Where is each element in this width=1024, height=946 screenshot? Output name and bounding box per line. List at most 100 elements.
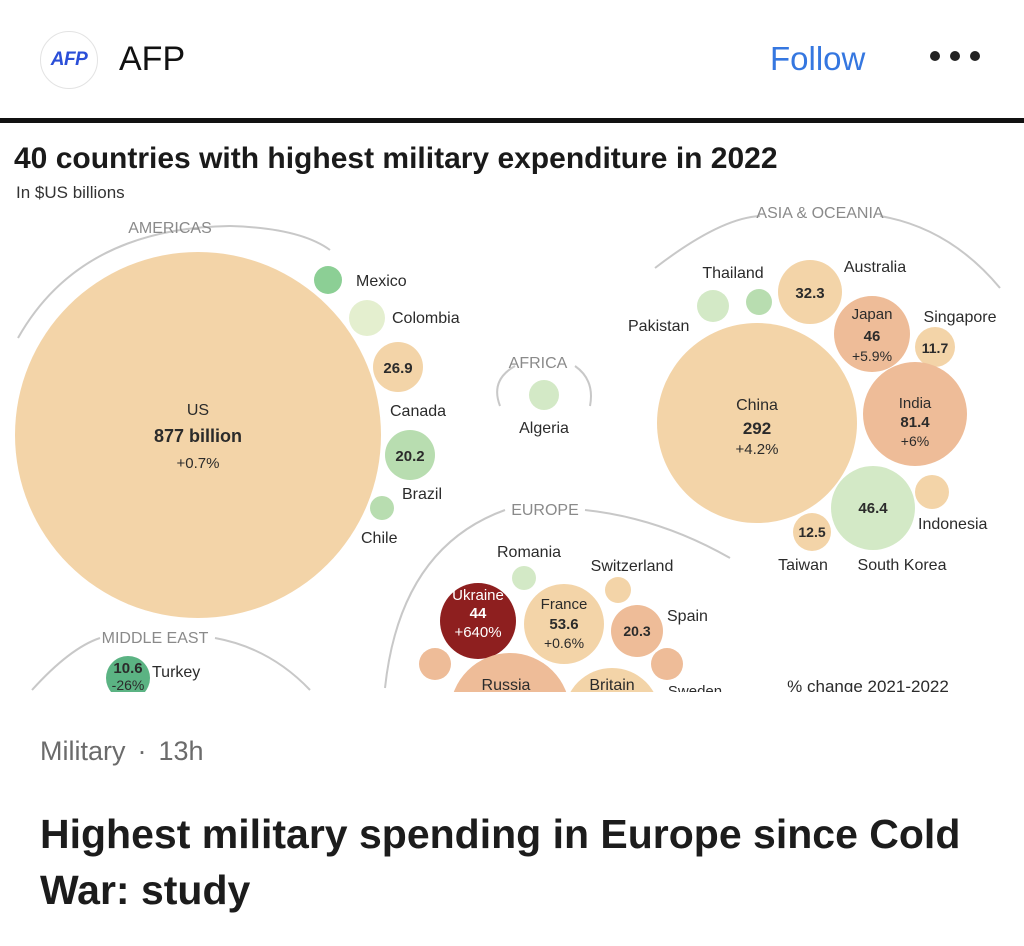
label-india-name: India — [899, 395, 932, 412]
label-thailand: Thailand — [702, 265, 763, 282]
bubble-sweden-neighbor — [651, 648, 683, 680]
label-algeria: Algeria — [519, 420, 569, 437]
label-japan-name: Japan — [852, 306, 893, 323]
label-ukraine-change: +640% — [454, 624, 501, 641]
label-india-change: +6% — [901, 433, 929, 449]
bubble-turkey — [106, 656, 150, 692]
label-south-korea: South Korea — [858, 557, 947, 574]
bubble-us — [15, 252, 381, 618]
asia-arc-left — [654, 215, 761, 269]
label-romania: Romania — [497, 544, 561, 561]
region-label-asia-oceania: ASIA & OCEANIA — [756, 205, 883, 222]
label-us-name: US — [187, 402, 209, 419]
bubble-pakistan — [697, 290, 729, 322]
americas-arc-right — [229, 225, 331, 251]
bubble-brazil — [385, 430, 435, 480]
bubble-france — [524, 584, 604, 664]
label-japan-change: +5.9% — [852, 348, 892, 364]
label-brazil-value: 20.2 — [395, 448, 424, 465]
bubble-ukraine — [440, 583, 516, 659]
bubble-singapore — [915, 327, 955, 367]
category-label[interactable]: Military — [40, 736, 126, 766]
article-headline[interactable]: Highest military spending in Europe sinc… — [40, 811, 961, 913]
label-south-korea-value: 46.4 — [858, 500, 888, 517]
bubble-thailand — [746, 289, 772, 315]
dot — [930, 51, 940, 61]
europe-arc-left — [384, 509, 506, 689]
label-pakistan: Pakistan — [628, 318, 689, 335]
label-france-change: +0.6% — [544, 635, 584, 651]
label-china-name: China — [736, 397, 778, 414]
label-turkey-change: -26% — [112, 677, 145, 692]
region-label-europe: EUROPE — [511, 502, 579, 519]
ellipsis-icon[interactable] — [930, 36, 980, 76]
region-label-africa: AFRICA — [509, 355, 568, 372]
europe-arc-right — [584, 509, 731, 559]
label-spain-value: 20.3 — [623, 623, 650, 639]
bubble-colombia — [349, 300, 385, 336]
label-taiwan-value: 12.5 — [798, 524, 825, 540]
label-australia-value: 32.3 — [795, 285, 824, 302]
bubble-europe-small — [419, 648, 451, 680]
label-colombia: Colombia — [392, 310, 460, 327]
label-ukraine-name: Ukraine — [452, 587, 504, 604]
bubble-mexico — [314, 266, 342, 294]
bubble-indonesia — [915, 475, 949, 509]
label-chile: Chile — [361, 530, 398, 547]
label-mexico: Mexico — [356, 273, 407, 290]
title-rule — [0, 118, 1024, 123]
bubble-australia — [778, 260, 842, 324]
afp-logo-text: AFP — [50, 49, 88, 70]
label-india-value: 81.4 — [900, 414, 930, 431]
follow-button[interactable]: Follow — [770, 40, 866, 77]
chart-image[interactable]: 40 countries with highest military expen… — [0, 118, 1024, 692]
region-label-middle-east: MIDDLE EAST — [102, 630, 209, 647]
bubble-algeria — [529, 380, 559, 410]
bubble-taiwan — [793, 513, 831, 551]
post-header: AFP AFP Follow — [0, 0, 1024, 118]
label-britain: Britain — [589, 677, 634, 692]
label-france-name: France — [541, 596, 588, 613]
label-turkey: Turkey — [152, 664, 200, 681]
legend-note: % change 2021-2022 — [787, 677, 949, 692]
bubble-china — [657, 323, 857, 523]
label-australia: Australia — [844, 259, 906, 276]
region-label-americas: AMERICAS — [128, 220, 212, 237]
label-russia: Russia — [482, 677, 531, 692]
label-china-change: +4.2% — [736, 441, 779, 458]
middle-east-arc-left — [31, 637, 101, 691]
bubble-south-korea — [831, 466, 915, 550]
bubble-chile — [370, 496, 394, 520]
source-name[interactable]: AFP — [119, 40, 186, 78]
africa-arc-right — [574, 365, 592, 407]
source-avatar[interactable]: AFP — [40, 31, 98, 89]
dot — [970, 51, 980, 61]
chart-subtitle: In $US billions — [16, 183, 125, 202]
label-singapore-value: 11.7 — [922, 340, 949, 356]
bubble-chart: 40 countries with highest military expen… — [0, 118, 1024, 692]
americas-arc-left — [17, 225, 231, 339]
bubble-india — [863, 362, 967, 466]
bubble-romania — [512, 566, 536, 590]
bubble-britain — [570, 668, 654, 692]
label-turkey-value: 10.6 — [113, 660, 142, 677]
post-meta: Military · 13h — [40, 736, 204, 767]
dot — [950, 51, 960, 61]
label-singapore: Singapore — [924, 309, 997, 326]
bubble-russia — [453, 653, 567, 692]
bubble-spain — [611, 605, 663, 657]
asia-arc-right — [879, 215, 1001, 289]
label-ukraine-value: 44 — [470, 605, 487, 622]
label-sweden: Sweden — [668, 683, 722, 692]
label-us-value: 877 billion — [154, 426, 242, 446]
middle-east-arc-right — [214, 637, 311, 691]
bubble-switzerland — [605, 577, 631, 603]
label-spain: Spain — [667, 608, 708, 625]
bubble-canada — [373, 342, 423, 392]
label-taiwan: Taiwan — [778, 557, 828, 574]
label-japan-value: 46 — [864, 328, 881, 345]
label-switzerland: Switzerland — [591, 558, 674, 575]
label-us-change: +0.7% — [177, 455, 220, 472]
africa-arc-left — [496, 365, 516, 407]
meta-separator: · — [137, 736, 147, 766]
